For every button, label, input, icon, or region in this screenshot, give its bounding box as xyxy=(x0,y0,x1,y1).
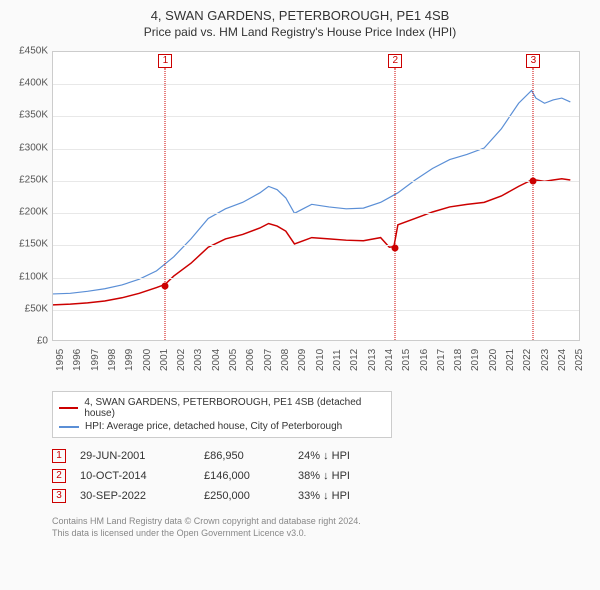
gridline xyxy=(53,213,579,214)
sales-price: £250,000 xyxy=(204,490,284,502)
hpi-line xyxy=(53,90,570,293)
sales-table: 1 29-JUN-2001 £86,950 24% ↓ HPI 2 10-OCT-2014… xyxy=(52,446,590,506)
gridline xyxy=(53,116,579,117)
y-tick-label: £300K xyxy=(19,142,48,153)
gridline xyxy=(53,310,579,311)
sales-date: 30-SEP-2022 xyxy=(80,490,190,502)
marker-dot xyxy=(392,244,399,251)
chart-area: 1 2 3 £0 £50K £100K £150K £200K £250K £300K £350K… xyxy=(10,47,590,387)
legend-swatch xyxy=(59,407,78,409)
x-tick-label: 2023 xyxy=(540,349,551,371)
y-tick-label: £0 xyxy=(37,336,48,347)
marker-box: 1 xyxy=(158,54,172,68)
legend-row: HPI: Average price, detached house, City… xyxy=(59,420,385,433)
sales-marker-box: 1 xyxy=(52,449,66,463)
x-tick-label: 2007 xyxy=(263,349,274,371)
legend-label: 4, SWAN GARDENS, PETERBOROUGH, PE1 4SB (… xyxy=(84,397,385,419)
x-tick-label: 2025 xyxy=(574,349,585,371)
y-tick-label: £50K xyxy=(25,303,48,314)
x-tick-label: 2004 xyxy=(211,349,222,371)
footer-line2: This data is licensed under the Open Gov… xyxy=(52,528,590,540)
legend: 4, SWAN GARDENS, PETERBOROUGH, PE1 4SB (… xyxy=(52,391,392,438)
property-line xyxy=(53,179,570,305)
x-tick-label: 2003 xyxy=(193,349,204,371)
footer-line1: Contains HM Land Registry data © Crown c… xyxy=(52,516,590,528)
x-tick-label: 2010 xyxy=(315,349,326,371)
y-tick-label: £450K xyxy=(19,46,48,57)
gridline xyxy=(53,278,579,279)
plot-region: 1 2 3 xyxy=(52,51,580,341)
titles: 4, SWAN GARDENS, PETERBOROUGH, PE1 4SB P… xyxy=(10,8,590,39)
sales-marker-box: 3 xyxy=(52,489,66,503)
x-tick-label: 2013 xyxy=(367,349,378,371)
gridline xyxy=(53,149,579,150)
marker-vline xyxy=(165,68,166,340)
marker-vline xyxy=(395,68,396,340)
title-subtitle: Price paid vs. HM Land Registry's House … xyxy=(10,25,590,39)
x-tick-label: 2002 xyxy=(176,349,187,371)
y-tick-label: £200K xyxy=(19,207,48,218)
x-tick-label: 1995 xyxy=(55,349,66,371)
x-tick-label: 2011 xyxy=(332,349,343,371)
footer: Contains HM Land Registry data © Crown c… xyxy=(52,516,590,539)
y-tick-label: £150K xyxy=(19,239,48,250)
x-tick-label: 2012 xyxy=(349,349,360,371)
marker-box: 2 xyxy=(388,54,402,68)
marker-dot xyxy=(530,177,537,184)
sales-price: £146,000 xyxy=(204,470,284,482)
x-tick-label: 1999 xyxy=(124,349,135,371)
x-tick-label: 2017 xyxy=(436,349,447,371)
sales-row: 1 29-JUN-2001 £86,950 24% ↓ HPI xyxy=(52,446,590,466)
x-tick-label: 2001 xyxy=(159,349,170,371)
x-tick-label: 2022 xyxy=(522,349,533,371)
x-tick-label: 2008 xyxy=(280,349,291,371)
sales-row: 2 10-OCT-2014 £146,000 38% ↓ HPI xyxy=(52,466,590,486)
chart-svg xyxy=(53,52,579,340)
x-tick-label: 1998 xyxy=(107,349,118,371)
y-tick-label: £100K xyxy=(19,271,48,282)
x-tick-label: 2021 xyxy=(505,349,516,371)
x-tick-label: 1996 xyxy=(72,349,83,371)
marker-vline xyxy=(533,68,534,340)
marker-dot xyxy=(162,282,169,289)
x-tick-label: 2019 xyxy=(470,349,481,371)
sales-diff: 24% ↓ HPI xyxy=(298,450,398,462)
x-tick-label: 2016 xyxy=(419,349,430,371)
legend-swatch xyxy=(59,426,79,428)
x-tick-label: 2005 xyxy=(228,349,239,371)
x-tick-label: 2015 xyxy=(401,349,412,371)
x-tick-label: 2020 xyxy=(488,349,499,371)
sales-diff: 38% ↓ HPI xyxy=(298,470,398,482)
y-tick-label: £400K xyxy=(19,78,48,89)
gridline xyxy=(53,245,579,246)
x-tick-label: 2006 xyxy=(245,349,256,371)
sales-date: 29-JUN-2001 xyxy=(80,450,190,462)
x-tick-label: 2018 xyxy=(453,349,464,371)
marker-box: 3 xyxy=(526,54,540,68)
legend-label: HPI: Average price, detached house, City… xyxy=(85,421,342,432)
x-tick-label: 2024 xyxy=(557,349,568,371)
title-address: 4, SWAN GARDENS, PETERBOROUGH, PE1 4SB xyxy=(10,8,590,23)
sales-price: £86,950 xyxy=(204,450,284,462)
legend-row: 4, SWAN GARDENS, PETERBOROUGH, PE1 4SB (… xyxy=(59,396,385,420)
x-tick-label: 1997 xyxy=(90,349,101,371)
sales-marker-box: 2 xyxy=(52,469,66,483)
x-tick-label: 2009 xyxy=(297,349,308,371)
chart-container: 4, SWAN GARDENS, PETERBOROUGH, PE1 4SB P… xyxy=(0,0,600,590)
gridline xyxy=(53,84,579,85)
y-tick-label: £350K xyxy=(19,110,48,121)
x-tick-label: 2000 xyxy=(142,349,153,371)
x-tick-label: 2014 xyxy=(384,349,395,371)
y-tick-label: £250K xyxy=(19,174,48,185)
sales-row: 3 30-SEP-2022 £250,000 33% ↓ HPI xyxy=(52,486,590,506)
gridline xyxy=(53,181,579,182)
sales-diff: 33% ↓ HPI xyxy=(298,490,398,502)
sales-date: 10-OCT-2014 xyxy=(80,470,190,482)
